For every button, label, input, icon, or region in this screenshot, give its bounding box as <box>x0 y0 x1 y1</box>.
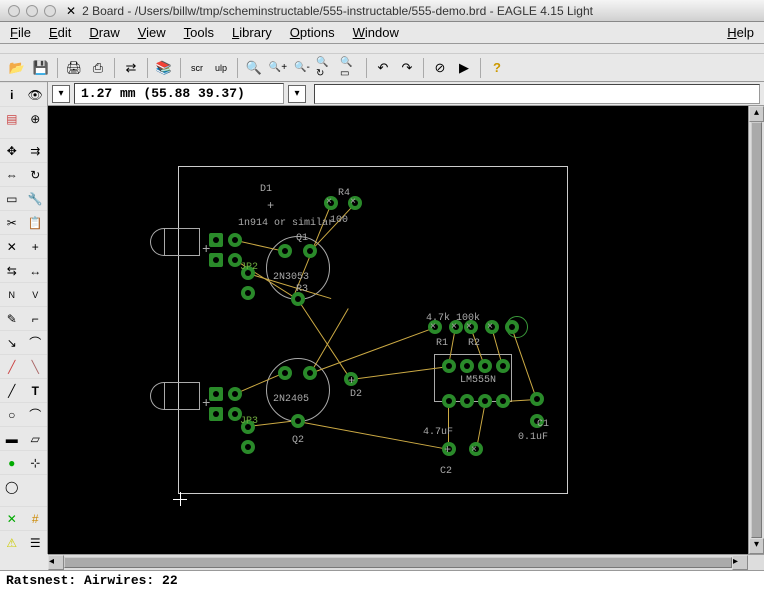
scroll-up-icon[interactable]: ▴ <box>749 106 764 122</box>
vscroll-thumb[interactable] <box>751 122 762 538</box>
arc-tool-icon[interactable]: ⌒ <box>24 402 48 426</box>
go-icon[interactable]: ▶ <box>453 57 475 79</box>
zoom-redraw-icon[interactable]: 🔍↻ <box>315 57 337 79</box>
menu-draw[interactable]: Draw <box>89 25 119 40</box>
open-icon[interactable]: 📂 <box>6 57 28 79</box>
zoom-fit-icon[interactable]: 🔍 <box>243 57 265 79</box>
ripup-tool-icon[interactable]: ╲ <box>24 354 48 378</box>
proxy-icon: ✕ <box>66 4 76 18</box>
polygon-tool-icon[interactable]: ▱ <box>24 426 48 450</box>
scroll-down-icon[interactable]: ▾ <box>749 538 764 554</box>
close-icon[interactable] <box>8 5 20 17</box>
vertical-scrollbar[interactable]: ▴ ▾ <box>748 106 764 554</box>
layers-tool-icon[interactable]: ▤ <box>0 106 24 130</box>
replace-tool-icon[interactable]: ↔ <box>24 258 48 282</box>
undo-icon[interactable]: ↶ <box>372 57 394 79</box>
menu-window[interactable]: Window <box>353 25 399 40</box>
split-tool-icon[interactable]: ↘ <box>0 330 24 354</box>
help-icon[interactable]: ? <box>486 57 508 79</box>
delete-tool-icon[interactable]: ✕ <box>0 234 24 258</box>
zoom-in-icon[interactable]: 🔍+ <box>267 57 289 79</box>
zoom-select-icon[interactable]: 🔍▭ <box>339 57 361 79</box>
errors-tool-icon[interactable]: ☰ <box>24 530 48 554</box>
menu-library[interactable]: Library <box>232 25 272 40</box>
scroll-right-icon[interactable]: ▸ <box>732 555 748 570</box>
menu-edit[interactable]: Edit <box>49 25 71 40</box>
copy-tool-icon[interactable]: ⇉ <box>24 138 48 162</box>
window-controls <box>8 5 56 17</box>
info-tool-icon[interactable]: i <box>0 82 24 106</box>
schematic-icon[interactable]: ⇄ <box>120 57 142 79</box>
ulp-icon[interactable]: ulp <box>210 57 232 79</box>
ratsnest-tool-icon[interactable]: ✕ <box>0 506 24 530</box>
pcb-canvas[interactable]: D1+1n914 or similarR4100××Q12N3053R34.7k… <box>48 106 748 554</box>
param-dropdown[interactable]: ▾ <box>288 85 306 103</box>
add-tool-icon[interactable]: + <box>24 234 48 258</box>
circle-tool-icon[interactable]: ○ <box>0 402 24 426</box>
value-tool-icon[interactable]: V <box>24 282 48 306</box>
stop-icon[interactable]: ⊘ <box>429 57 451 79</box>
main-toolbar: 📂 💾 🖨 ⎙ ⇄ 📚 scr ulp 🔍 🔍+ 🔍- 🔍↻ 🔍▭ ↶ ↷ ⊘ … <box>0 54 764 82</box>
rotate-tool-icon[interactable]: ↻ <box>24 162 48 186</box>
paste-tool-icon[interactable]: 📋 <box>24 210 48 234</box>
erc-tool-icon[interactable]: ⚠ <box>0 530 24 554</box>
menu-options[interactable]: Options <box>290 25 335 40</box>
auto-tool-icon[interactable]: # <box>24 506 48 530</box>
signal-tool-icon[interactable]: ⊹ <box>24 450 48 474</box>
zoom-icon[interactable] <box>44 5 56 17</box>
menu-file[interactable]: File <box>10 25 31 40</box>
coord-bar: ▾ 1.27 mm (55.88 39.37) ▾ <box>48 82 764 106</box>
command-input[interactable] <box>314 84 760 104</box>
hole-tool-icon[interactable]: ◯ <box>0 474 24 498</box>
show-tool-icon[interactable]: 👁 <box>24 82 48 106</box>
mark-tool-icon[interactable]: ⊕ <box>24 106 48 130</box>
redo-icon[interactable]: ↷ <box>396 57 418 79</box>
wire-tool-icon[interactable]: ╱ <box>0 378 24 402</box>
hscroll-thumb[interactable] <box>64 557 732 568</box>
menu-help[interactable]: Help <box>727 25 754 40</box>
move-tool-icon[interactable]: ✥ <box>0 138 24 162</box>
toolbar-grip <box>0 44 764 54</box>
titlebar: ✕ 2 Board - /Users/billw/tmp/scheminstru… <box>0 0 764 22</box>
cam-icon[interactable]: ⎙ <box>87 57 109 79</box>
coord-display: 1.27 mm (55.88 39.37) <box>74 83 284 104</box>
optimize-tool-icon[interactable]: ⌒ <box>24 330 48 354</box>
via-tool-icon[interactable]: ● <box>0 450 24 474</box>
rect-tool-icon[interactable]: ▬ <box>0 426 24 450</box>
status-bar: Ratsnest: Airwires: 22 <box>0 570 764 590</box>
horizontal-scrollbar[interactable]: ◂ ▸ <box>48 554 764 570</box>
scroll-left-icon[interactable]: ◂ <box>48 555 64 570</box>
grid-dropdown[interactable]: ▾ <box>52 85 70 103</box>
mirror-tool-icon[interactable]: ⇔ <box>0 162 24 186</box>
menu-view[interactable]: View <box>138 25 166 40</box>
window-title: 2 Board - /Users/billw/tmp/scheminstruct… <box>82 4 593 18</box>
group-tool-icon[interactable]: ▭ <box>0 186 24 210</box>
change-tool-icon[interactable]: 🔧 <box>24 186 48 210</box>
name-tool-icon[interactable]: N <box>0 282 24 306</box>
print-icon[interactable]: 🖨 <box>63 57 85 79</box>
route-tool-icon[interactable]: ╱ <box>0 354 24 378</box>
side-toolbox: i👁 ▤⊕ ✥⇉ ⇔↻ ▭🔧 ✂📋 ✕+ ⇆↔ NV ✎⌐ ↘⌒ ╱╲ ╱T ○… <box>0 82 48 554</box>
script-icon[interactable]: scr <box>186 57 208 79</box>
minimize-icon[interactable] <box>26 5 38 17</box>
pinswap-tool-icon[interactable]: ⇆ <box>0 258 24 282</box>
cut-tool-icon[interactable]: ✂ <box>0 210 24 234</box>
smash-tool-icon[interactable]: ✎ <box>0 306 24 330</box>
miter-tool-icon[interactable]: ⌐ <box>24 306 48 330</box>
library-icon[interactable]: 📚 <box>153 57 175 79</box>
text-tool-icon[interactable]: T <box>24 378 48 402</box>
save-icon[interactable]: 💾 <box>30 57 52 79</box>
menubar: File Edit Draw View Tools Library Option… <box>0 22 764 44</box>
menu-tools[interactable]: Tools <box>184 25 214 40</box>
zoom-out-icon[interactable]: 🔍- <box>291 57 313 79</box>
